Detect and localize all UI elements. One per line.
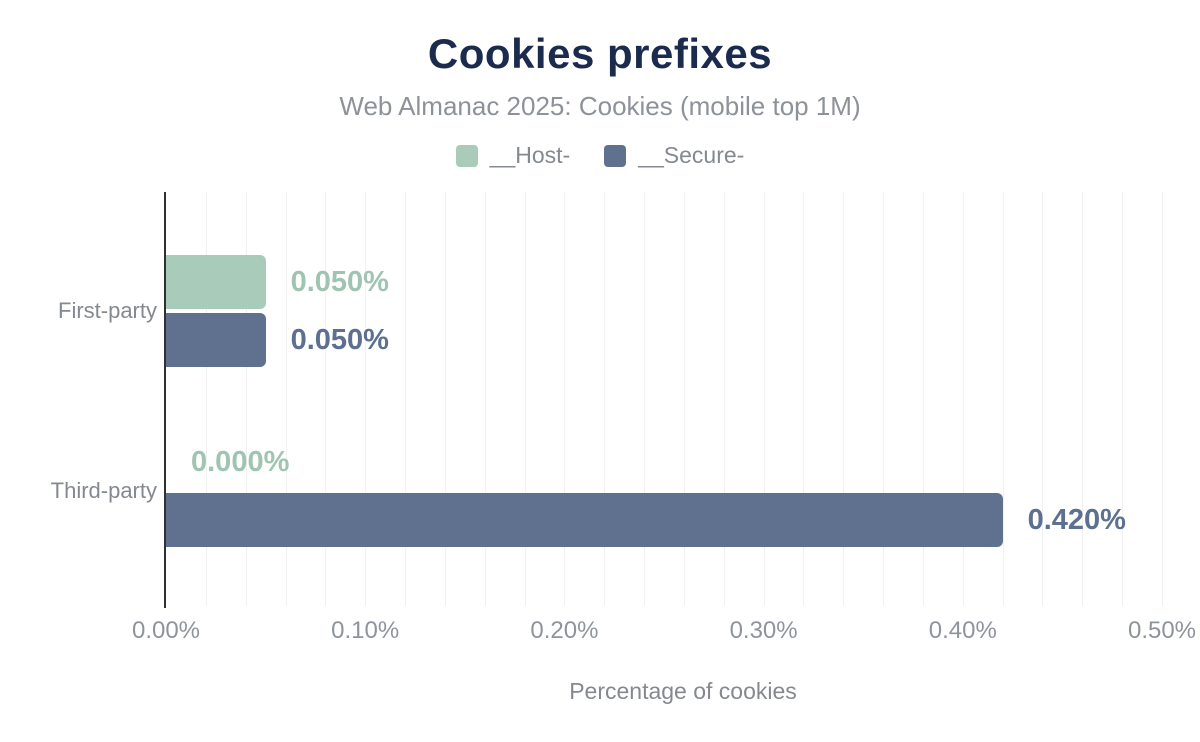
gridline	[922, 192, 924, 606]
bar-value-label: 0.050%	[290, 324, 389, 356]
gridline	[285, 192, 287, 606]
gridline	[1042, 192, 1044, 606]
x-axis-ticks: 0.00% 0.10% 0.20% 0.30% 0.40% 0.50%	[132, 617, 1196, 647]
legend-item-host[interactable]: __Host-	[455, 142, 571, 169]
gridline	[1162, 192, 1163, 606]
gridline	[205, 192, 207, 606]
legend-item-secure[interactable]: __Secure-	[604, 142, 744, 169]
x-tick-label: 0.50%	[1127, 617, 1197, 644]
gridline	[1122, 192, 1124, 606]
legend-swatch-icon	[604, 144, 627, 167]
gridline	[803, 192, 805, 606]
legend-label: __Host-	[489, 142, 571, 168]
x-tick-label: 0.20%	[530, 617, 599, 644]
gridline	[644, 192, 646, 606]
gridline	[484, 192, 486, 606]
plot-area: 0.050% 0.050% 0.000% 0.420%	[164, 192, 1163, 608]
gridline	[763, 192, 765, 606]
x-tick-label: 0.10%	[331, 617, 400, 644]
gridline	[683, 192, 685, 606]
chart-title: Cookies prefixes	[427, 30, 773, 77]
gridline	[564, 192, 566, 606]
gridline	[962, 192, 964, 606]
bar-value-label: 0.420%	[1027, 504, 1126, 536]
x-axis-title: Percentage of cookies	[569, 678, 797, 704]
legend-swatch-icon	[455, 144, 478, 167]
bar-value-label: 0.000%	[191, 446, 290, 478]
category-label-first-party: First-party	[58, 298, 157, 323]
gridline	[325, 192, 327, 606]
gridline	[524, 192, 526, 606]
gridline	[365, 192, 367, 606]
x-tick-label: 0.00%	[131, 617, 201, 644]
gridline	[444, 192, 446, 606]
bar-first-party-secure[interactable]	[166, 313, 266, 367]
gridline	[405, 192, 407, 606]
gridline	[1082, 192, 1084, 606]
x-tick-label: 0.30%	[729, 617, 798, 644]
y-axis-line	[164, 192, 166, 608]
legend-label: __Secure-	[638, 142, 745, 168]
gridline	[843, 192, 845, 606]
gridline	[883, 192, 885, 606]
bar-value-label: 0.050%	[290, 266, 389, 298]
category-label-third-party: Third-party	[50, 478, 157, 503]
gridline	[604, 192, 606, 606]
bar-first-party-host[interactable]	[166, 255, 266, 309]
chart-subtitle: Web Almanac 2025: Cookies (mobile top 1M…	[339, 91, 861, 121]
bar-third-party-secure[interactable]	[166, 493, 1003, 547]
gridline	[1002, 192, 1004, 606]
gridline	[723, 192, 725, 606]
x-tick-label: 0.40%	[928, 617, 997, 644]
legend: __Host- __Secure-	[0, 142, 1200, 169]
gridline	[245, 192, 247, 606]
